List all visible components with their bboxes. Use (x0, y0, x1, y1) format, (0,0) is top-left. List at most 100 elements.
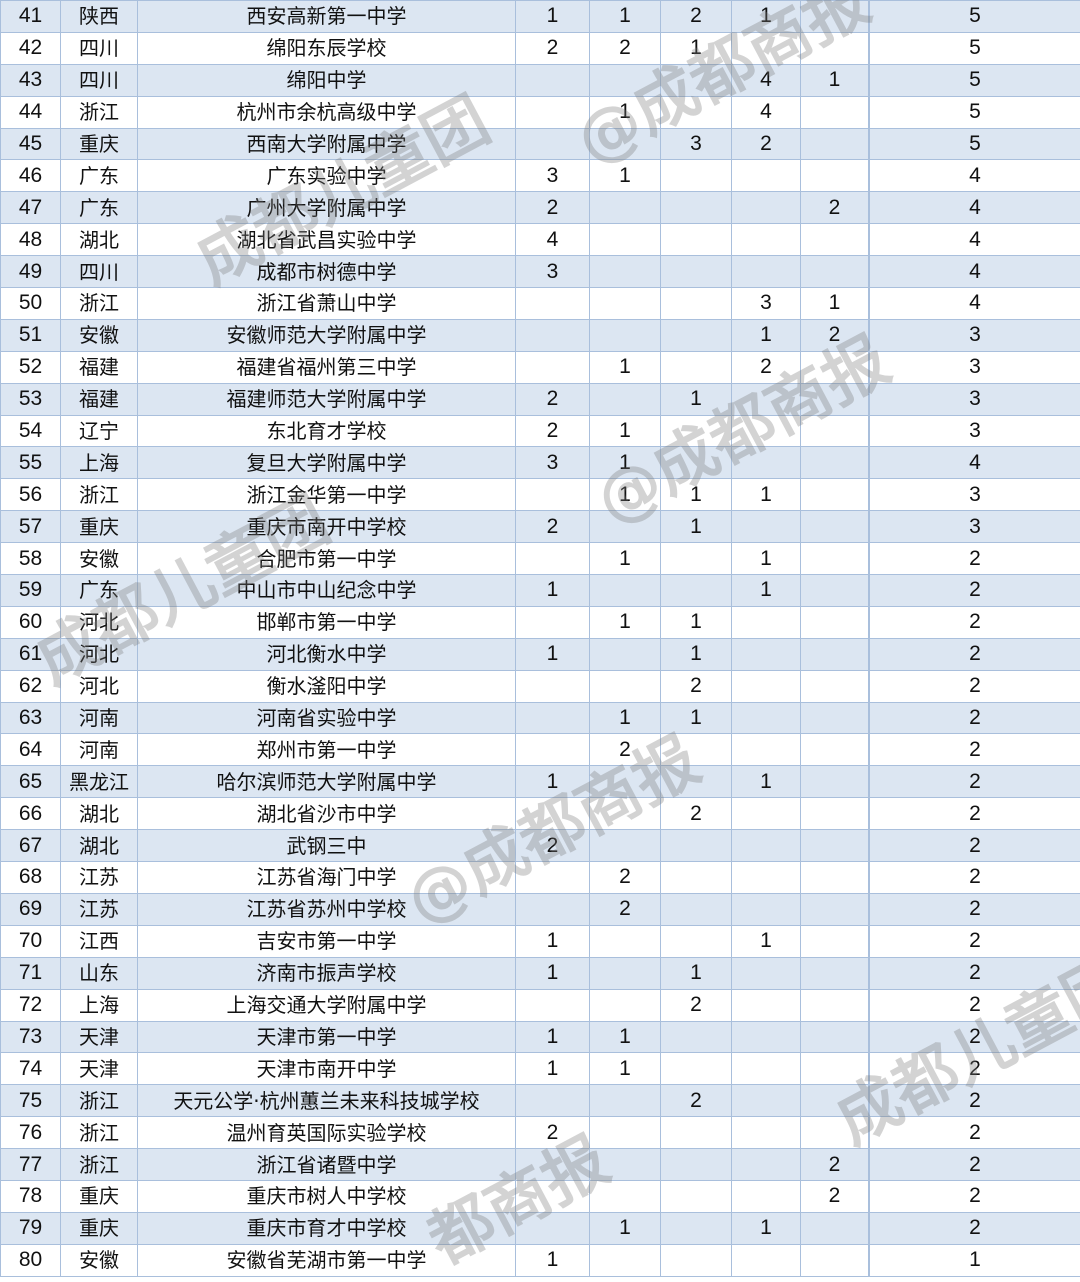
count-cell-3 (661, 447, 732, 479)
count-cell-4 (732, 1180, 801, 1212)
province-cell: 江苏 (61, 862, 138, 894)
count-cell-5 (801, 1021, 869, 1053)
province-cell: 陕西 (61, 1, 138, 33)
count-cell-5 (801, 160, 869, 192)
school-cell: 郑州市第一中学 (138, 734, 516, 766)
province-cell: 上海 (61, 989, 138, 1021)
school-cell: 湖北省沙市中学 (138, 798, 516, 830)
rank-cell: 67 (1, 830, 61, 862)
rank-cell: 63 (1, 702, 61, 734)
count-cell-5 (801, 734, 869, 766)
count-cell-5 (801, 1053, 869, 1085)
count-cell-3 (661, 1244, 732, 1276)
school-cell: 福建省福州第三中学 (138, 351, 516, 383)
count-cell-3: 2 (661, 670, 732, 702)
count-cell-1: 2 (516, 32, 590, 64)
count-cell-3 (661, 160, 732, 192)
count-cell-5 (801, 766, 869, 798)
count-cell-2: 1 (590, 1, 661, 33)
rank-cell: 56 (1, 479, 61, 511)
rank-cell: 59 (1, 575, 61, 607)
rank-cell: 45 (1, 128, 61, 160)
total-cell: 2 (870, 575, 1080, 607)
count-cell-2: 1 (590, 447, 661, 479)
count-cell-1 (516, 989, 590, 1021)
count-cell-3: 3 (661, 128, 732, 160)
total-cell: 4 (870, 224, 1080, 256)
rank-cell: 54 (1, 415, 61, 447)
count-cell-3 (661, 192, 732, 224)
rank-cell: 68 (1, 862, 61, 894)
count-cell-5 (801, 893, 869, 925)
count-cell-3 (661, 543, 732, 575)
count-cell-2: 1 (590, 1021, 661, 1053)
count-cell-5: 2 (801, 1180, 869, 1212)
count-cell-2 (590, 256, 661, 288)
count-cell-3 (661, 224, 732, 256)
rank-cell: 55 (1, 447, 61, 479)
count-cell-2: 1 (590, 96, 661, 128)
school-cell: 安徽师范大学附属中学 (138, 319, 516, 351)
rank-cell: 49 (1, 256, 61, 288)
province-cell: 浙江 (61, 479, 138, 511)
total-cell: 5 (870, 32, 1080, 64)
school-cell: 河南省实验中学 (138, 702, 516, 734)
count-cell-1 (516, 606, 590, 638)
school-cell: 安徽省芜湖市第一中学 (138, 1244, 516, 1276)
count-cell-4 (732, 1053, 801, 1085)
total-cell: 3 (870, 415, 1080, 447)
count-cell-3: 1 (661, 383, 732, 415)
province-cell: 湖北 (61, 798, 138, 830)
count-cell-2 (590, 830, 661, 862)
count-cell-1: 1 (516, 1053, 590, 1085)
total-cell: 4 (870, 160, 1080, 192)
school-cell: 衡水滏阳中学 (138, 670, 516, 702)
count-cell-2 (590, 957, 661, 989)
count-cell-2 (590, 1180, 661, 1212)
count-cell-1 (516, 702, 590, 734)
rank-cell: 65 (1, 766, 61, 798)
count-cell-3: 1 (661, 32, 732, 64)
total-cell: 3 (870, 383, 1080, 415)
school-cell: 广州大学附属中学 (138, 192, 516, 224)
count-cell-5 (801, 479, 869, 511)
school-cell: 浙江省诸暨中学 (138, 1149, 516, 1181)
count-cell-1: 1 (516, 925, 590, 957)
count-cell-1: 2 (516, 383, 590, 415)
total-cell: 4 (870, 192, 1080, 224)
count-cell-4: 1 (732, 1212, 801, 1244)
count-cell-5 (801, 1, 869, 33)
count-cell-4 (732, 638, 801, 670)
school-cell: 西安高新第一中学 (138, 1, 516, 33)
total-cell: 2 (870, 989, 1080, 1021)
rank-cell: 71 (1, 957, 61, 989)
total-cell: 4 (870, 256, 1080, 288)
count-cell-4 (732, 1117, 801, 1149)
total-cell: 5 (870, 128, 1080, 160)
count-cell-3: 2 (661, 1085, 732, 1117)
school-cell: 天元公学·杭州蕙兰未来科技城学校 (138, 1085, 516, 1117)
school-cell: 绵阳中学 (138, 64, 516, 96)
total-cell: 3 (870, 351, 1080, 383)
count-cell-3: 1 (661, 702, 732, 734)
total-cell: 2 (870, 606, 1080, 638)
count-cell-4 (732, 447, 801, 479)
count-cell-5 (801, 351, 869, 383)
rank-cell: 57 (1, 511, 61, 543)
rank-cell: 50 (1, 288, 61, 320)
count-cell-5 (801, 1244, 869, 1276)
count-cell-4 (732, 1085, 801, 1117)
count-cell-4 (732, 383, 801, 415)
total-cell: 2 (870, 957, 1080, 989)
count-cell-5 (801, 798, 869, 830)
count-cell-2: 1 (590, 479, 661, 511)
count-cell-4 (732, 957, 801, 989)
